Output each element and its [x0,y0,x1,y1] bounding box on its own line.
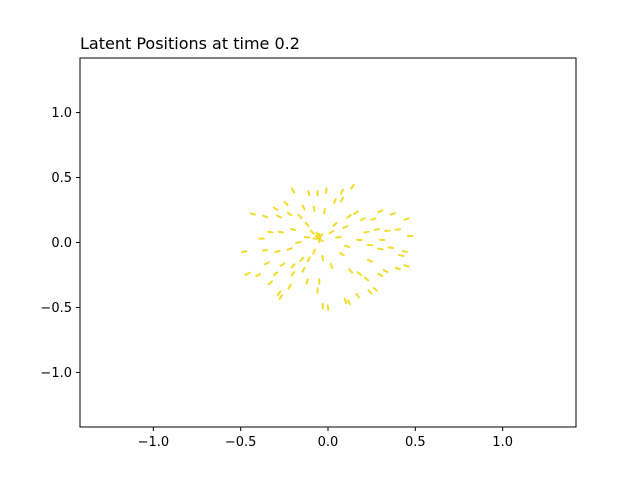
data-point [332,221,338,227]
data-point [366,243,374,247]
data-point [274,249,281,254]
data-point [290,270,296,277]
data-point [350,183,355,190]
data-point [278,294,284,300]
data-point [315,231,320,238]
y-tick-label: 0.0 [51,236,72,251]
data-point [299,256,305,263]
data-point [403,217,410,221]
data-point [286,211,293,217]
data-point [301,266,306,273]
data-point [307,189,311,197]
plot-area-frame [79,57,577,428]
data-point [287,283,292,290]
data-point [267,230,274,234]
data-point [306,256,311,263]
data-point [403,264,410,268]
data-point [394,228,402,231]
data-point [373,228,381,231]
data-marks [241,183,414,311]
data-point [323,208,326,215]
data-point [344,244,351,248]
data-point [304,221,310,227]
data-point [340,188,344,195]
data-point [348,268,354,274]
data-point [377,209,384,214]
x-tick-label: 0.5 [405,435,426,450]
data-point [291,187,296,194]
data-point [289,227,297,232]
data-point [339,196,345,203]
data-point [276,214,283,219]
data-point [328,230,335,235]
data-point [267,280,273,286]
data-point [295,241,302,244]
data-point [321,254,325,262]
data-point [355,292,360,299]
x-tick-label: 1.0 [492,435,513,450]
data-point [377,272,384,278]
data-point [343,297,348,304]
data-point [333,197,337,204]
data-point [301,204,306,211]
data-point [363,230,370,234]
data-point [276,290,282,296]
x-axis-ticks: −1.0 −0.5 0.0 0.5 1.0 [138,427,513,450]
y-tick-label: 0.5 [51,171,72,186]
data-point [263,261,270,266]
x-tick-label: 0.0 [318,435,339,450]
y-tick-label: −0.5 [40,301,72,316]
data-point [272,206,279,211]
data-point [342,225,349,229]
x-tick-label: −0.5 [225,435,257,450]
data-point [286,247,293,251]
data-point [262,214,269,219]
data-point [347,299,351,306]
data-point [318,237,324,243]
chart-title: Latent Positions at time 0.2 [80,34,300,53]
data-point [272,271,279,277]
data-point [290,263,296,269]
y-tick-label: 1.0 [51,106,72,121]
data-point [305,278,309,285]
y-tick-label: −1.0 [40,366,72,381]
data-point [261,248,269,252]
data-point [244,271,251,276]
data-point [255,272,262,278]
data-point [382,269,389,274]
data-point [297,213,303,220]
data-point [312,205,316,212]
data-point [339,251,345,257]
data-point [353,210,359,215]
data-point [326,304,330,311]
data-point [387,246,395,249]
data-point [372,286,378,292]
y-axis-ticks: −1.0 −0.5 0.0 0.5 1.0 [40,106,80,381]
data-point [398,254,405,257]
data-point [324,187,328,194]
data-point [389,212,396,216]
data-point [367,289,373,295]
data-point [370,217,377,221]
data-point [394,266,401,271]
data-point [377,247,384,251]
data-point [363,276,370,282]
data-point [329,262,334,269]
data-point [241,250,248,253]
data-point [401,250,409,253]
data-point [359,217,366,222]
data-point [346,214,352,219]
data-point [309,229,315,235]
data-point [283,200,289,207]
data-point [279,262,286,267]
x-tick-label: −1.0 [138,435,170,450]
data-point [356,271,363,277]
data-point [312,248,316,255]
data-point [249,212,256,216]
data-point [384,229,391,233]
data-point [366,258,373,263]
data-point [277,230,285,234]
